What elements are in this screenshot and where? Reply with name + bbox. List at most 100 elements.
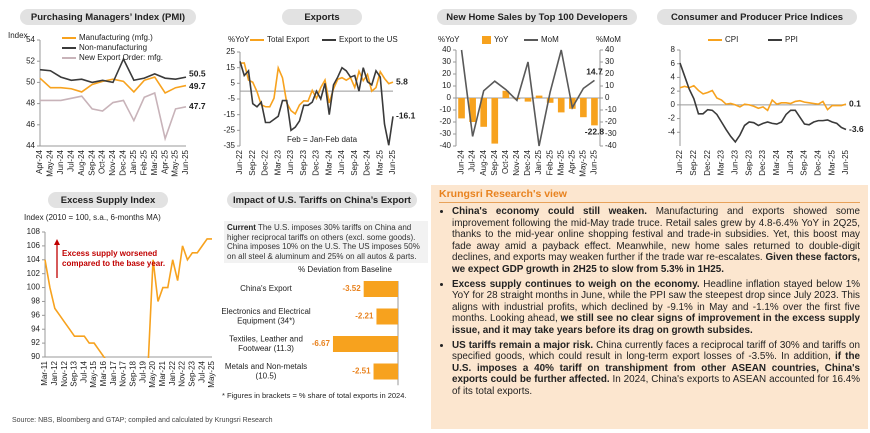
line-series [40,91,187,142]
note: Feb = Jan-Feb data [287,135,358,144]
bar [524,98,532,102]
end-label: -16.1 [396,111,416,121]
x-tick-label: Nov-12 [60,360,69,386]
x-tick-label: Jan-25 [534,149,543,174]
value-label: -6.67 [312,339,331,348]
x-tick-label: Nov-24 [512,149,521,175]
x-tick-label: Sep-24 [350,149,359,175]
y2-tick-label: -30 [605,129,617,138]
panel-title: Exports [304,12,339,23]
y-tick-label: 46 [26,120,35,129]
category-label: Equipment (34*) [237,316,295,325]
x-tick-label: Mar-24 [772,149,781,175]
bar [376,308,398,325]
y-tick-label: -20 [439,117,451,126]
research-title: Krungsri Research's view [439,188,860,203]
axis-title: Index [8,31,28,40]
axis-title: % Deviation from Baseline [298,265,392,274]
x-tick-label: Sep-18 [129,360,138,386]
x-tick-label: Dec-22 [261,149,270,175]
emphasis: China's economy could still weaken. [452,206,648,217]
text: In 2024, China's exports to ASEAN accoun… [452,374,860,397]
y2-tick-label: -10 [605,105,617,114]
x-tick-label: Dec-23 [758,149,767,175]
y-tick-label: 30 [442,57,451,66]
end-label: 47.7 [189,101,206,111]
title-pill [282,9,362,25]
title-pill [48,192,168,208]
x-tick-label: Jun-24 [786,149,795,174]
y-tick-label: 4 [671,73,676,82]
x-tick-label: Nov-24 [108,149,117,175]
x-tick-label: Mar-25 [150,149,159,175]
value-label: -3.52 [342,284,361,293]
y-tick-label: 48 [26,99,35,108]
emphasis: Given these factors, we expect GDP growt… [452,252,860,275]
emphasis: if the U.S. imposes a 40% tariff on tran… [452,351,860,386]
x-tick-label: Jun-23 [286,149,295,174]
x-tick-label: Jun-25 [388,149,397,174]
y-tick-label: 10 [442,81,451,90]
bar [332,336,398,352]
end-label: 14.7 [586,67,603,77]
box-label: Current [227,223,256,232]
x-tick-label: Jun-24 [457,149,466,174]
end-label: 50.5 [189,68,206,78]
line-series [239,62,394,116]
y-tick-label: -5 [228,94,236,103]
y-tick-label: 50 [26,78,35,87]
emphasis: Excess supply continues to weigh on the … [452,278,700,290]
x-tick-label: Jun-25 [590,149,599,174]
line-series [679,84,847,112]
y-tick-label: -4 [668,127,676,136]
research-point: China's economy could still weaken. Manu… [452,206,860,276]
research-point: US tariffs remain a major risk. China cu… [452,340,860,398]
x-tick-label: Jan-12 [50,360,59,385]
x-tick-label: Jun-23 [730,149,739,174]
legend-label: Total Export [267,35,310,44]
x-tick-label: Sep-24 [87,149,96,175]
category-label: Textiles, Leather and [229,334,303,343]
bar [458,98,465,119]
x-tick-label: Jun-24 [56,149,65,174]
x-tick-label: Dec-22 [703,149,712,175]
y-tick-label: 106 [27,241,41,250]
text: China currently faces a reciprocal tarif… [452,339,860,363]
bar [502,90,510,98]
title-pill [437,9,637,25]
y-tick-label: 100 [27,283,41,292]
y-tick-label: 90 [31,352,40,361]
source: Source: NBS, Bloomberg and GTAP; compile… [12,417,273,424]
x-tick-label: Sep-23 [744,149,753,175]
x-tick-label: Oct-24 [501,149,510,174]
panel-title: Excess Supply Index [61,195,156,206]
y-tick-label: 44 [26,141,35,150]
x-tick-label: Jul-14 [79,360,88,382]
value-label: -2.51 [352,367,371,376]
title-pill [657,9,857,25]
title-pill [227,192,417,208]
panel-title: New Home Sales by Top 100 Developers [446,12,627,23]
panel-title: Impact of U.S. Tariffs on China’s Export [233,195,412,206]
x-tick-label: Mar-25 [375,149,384,175]
research-points: China's economy could still weaken. Manu… [439,206,860,398]
line-series [460,49,595,147]
y-tick-label: 104 [27,255,41,264]
x-tick-label: Nov-17 [119,360,128,386]
axis-title: %MoM [596,35,621,44]
legend-swatch [482,36,491,44]
x-tick-label: Jun-25 [841,149,850,174]
line-series [44,238,212,358]
x-tick-label: Mar-23 [717,149,726,175]
bar [491,98,499,144]
y-tick-label: 25 [226,47,235,56]
x-tick-label: Nov-22 [178,360,187,386]
bar [480,98,488,127]
y2-tick-label: 30 [605,57,614,66]
x-tick-label: Sep-22 [248,149,257,175]
box-text: The U.S. imposes 30% tariffs on China an… [227,223,420,261]
line-series [39,57,187,84]
title-pill [20,9,196,25]
legend-label: Manufacturing (mfg.) [79,33,153,42]
